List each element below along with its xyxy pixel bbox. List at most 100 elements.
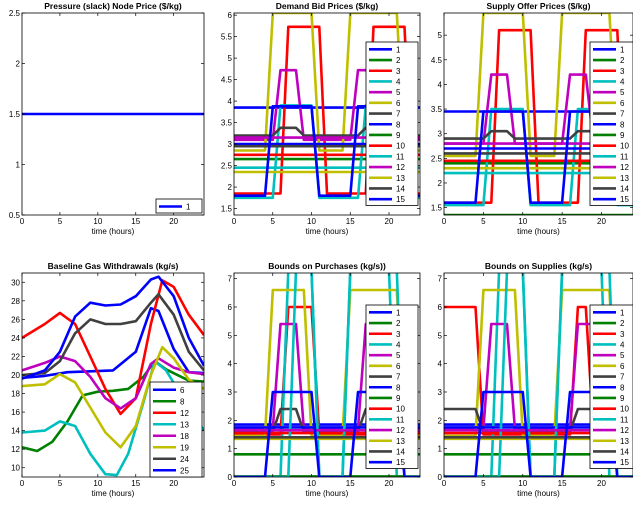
legend-label-5: 5 [396,88,401,97]
legend-label-15: 15 [396,458,405,467]
legend-label-5: 5 [396,351,401,360]
legend-label-6: 6 [396,362,401,371]
series-group [22,275,204,477]
legend-label-6: 6 [620,362,625,371]
legend-label-5: 5 [620,351,625,360]
y-tick-label: 4 [228,97,233,106]
legend-label-18: 18 [180,432,189,441]
legend-label-9: 9 [396,394,401,403]
x-tick-label: 15 [558,479,567,488]
y-tick-label: 2.5 [221,162,233,171]
legend-label-14: 14 [620,184,629,193]
x-tick-label: 0 [232,479,237,488]
legend-box [149,381,203,478]
legend-label-11: 11 [396,415,405,424]
y-tick-label: 24 [11,334,20,343]
x-tick-label: 20 [597,217,606,226]
legend-label-5: 5 [620,88,625,97]
x-tick-label: 10 [518,217,527,226]
legend-label-4: 4 [396,77,401,86]
x-axis-label: time (hours) [306,227,349,236]
x-tick-label: 15 [558,217,567,226]
legend-label-8: 8 [620,120,625,129]
y-tick-label: 26 [11,315,20,324]
legend-label-3: 3 [620,67,625,76]
legend-label-2: 2 [396,319,401,328]
legend-label-6: 6 [180,386,185,395]
legend-label-1: 1 [620,308,625,317]
series-line-18 [22,355,204,410]
y-tick-label: 1 [228,445,233,454]
legend-label-3: 3 [396,67,401,76]
y-tick-label: 3.5 [221,119,233,128]
legend-label-15: 15 [620,195,629,204]
x-tick-label: 15 [131,479,140,488]
x-tick-label: 5 [481,217,486,226]
x-tick-label: 5 [58,479,63,488]
x-tick-label: 10 [93,217,102,226]
legend-label-12: 12 [180,409,189,418]
y-tick-label: 2 [438,416,443,425]
chart-title: Bounds on Purchases (kg/s)) [268,261,386,271]
chart-title: Bounds on Supplies (kg/s) [485,261,592,271]
legend-label-12: 12 [396,163,405,172]
x-tick-label: 5 [271,217,276,226]
legend-label-7: 7 [620,373,625,382]
series-line-25 [22,275,204,380]
y-tick-label: 1.5 [431,204,443,213]
legend-label-8: 8 [180,397,185,406]
legend-label-7: 7 [396,373,401,382]
legend-label-4: 4 [396,340,401,349]
y-tick-label: 2 [16,60,21,69]
y-tick-label: 1 [438,445,443,454]
y-tick-label: 3 [438,130,443,139]
legend-label-13: 13 [180,420,189,429]
y-tick-label: 2 [228,183,233,192]
y-tick-label: 4.5 [431,56,443,65]
legend-label-13: 13 [620,174,629,183]
legend-label-24: 24 [180,455,189,464]
x-tick-label: 0 [442,217,447,226]
axes-frame [443,12,633,216]
legend-label-11: 11 [396,152,405,161]
legend-label-15: 15 [396,195,405,204]
chart-title: Baseline Gas Withdrawals (kg/s) [48,261,179,271]
legend-label-13: 13 [620,437,629,446]
legend-label-12: 12 [620,163,629,172]
legend-label-9: 9 [396,131,401,140]
y-tick-label: 1.5 [9,110,21,119]
legend-label-14: 14 [396,184,405,193]
y-tick-label: 4 [438,360,443,369]
x-tick-label: 5 [58,217,63,226]
legend-label-1: 1 [396,45,401,54]
x-tick-label: 20 [169,217,178,226]
y-tick-label: 7 [438,275,443,284]
y-tick-label: 6 [228,303,233,312]
legend-label-7: 7 [620,110,625,119]
x-tick-label: 0 [232,217,237,226]
x-tick-label: 10 [307,217,316,226]
x-tick-label: 15 [346,479,355,488]
chart-title: Demand Bid Prices ($/kg) [276,1,379,11]
y-tick-label: 1 [16,161,21,170]
y-tick-label: 18 [11,390,20,399]
legend-label-10: 10 [620,142,629,151]
y-tick-label: 2 [438,179,443,188]
legend-label-4: 4 [620,340,625,349]
y-tick-label: 1.5 [221,205,233,214]
legend-label-12: 12 [620,426,629,435]
y-tick-label: 5.5 [221,33,233,42]
legend-label-12: 12 [396,426,405,435]
legend-label-3: 3 [620,330,625,339]
legend-label-10: 10 [396,405,405,414]
legend-label-4: 4 [620,77,625,86]
x-axis-label: time (hours) [517,489,560,498]
legend-label-10: 10 [396,142,405,151]
